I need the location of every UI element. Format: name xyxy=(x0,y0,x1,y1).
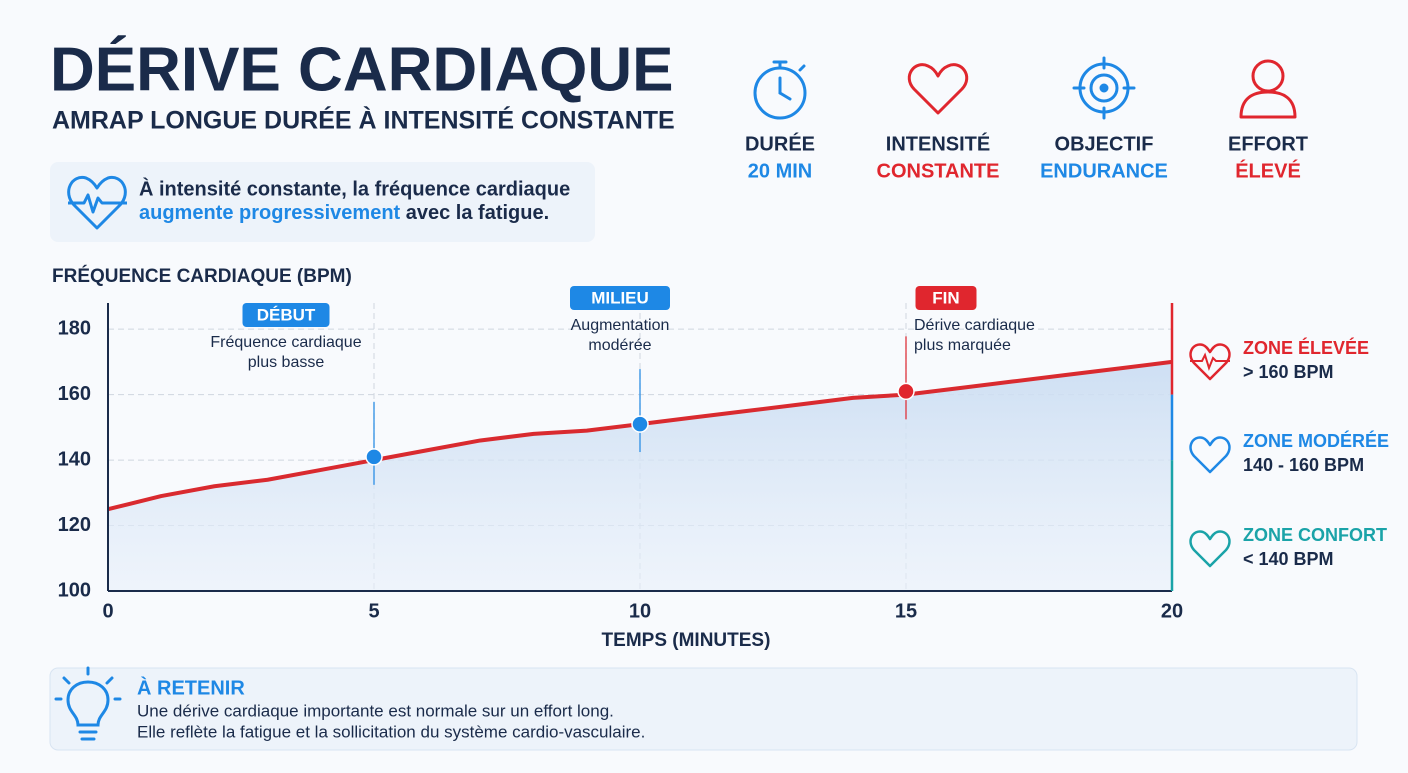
x-axis-title: TEMPS (MINUTES) xyxy=(602,630,771,651)
y-tick-label: 100 xyxy=(58,579,91,601)
stat-value: 20 MIN xyxy=(748,160,812,182)
zone-icon xyxy=(1189,530,1231,568)
footer-box xyxy=(49,667,1358,751)
stat-label: INTENSITÉ xyxy=(886,132,990,155)
zone-name: ZONE MODÉRÉE xyxy=(1243,430,1389,451)
zone-icon-pulse xyxy=(1190,352,1230,372)
y-tick-label: 160 xyxy=(58,383,91,405)
y-tick-label: 180 xyxy=(58,317,91,339)
footer-line: Une dérive cardiaque importante est norm… xyxy=(137,701,614,720)
marker-label: DÉBUT xyxy=(257,305,316,324)
marker-pill xyxy=(570,286,670,310)
y-tick-label: 140 xyxy=(58,448,91,470)
marker-text: Dérive cardiaque xyxy=(914,317,1035,334)
stat-value: CONSTANTE xyxy=(877,160,1000,182)
footer-title: À RETENIR xyxy=(137,676,245,699)
zone-icon xyxy=(1189,436,1231,474)
marker-text: Fréquence cardiaque xyxy=(210,334,361,351)
zone-name: ZONE ÉLEVÉE xyxy=(1243,337,1369,358)
marker-dot xyxy=(631,415,649,433)
info-text-line: augmente progressivement avec la fatigue… xyxy=(139,202,549,224)
info-rest: avec la fatigue. xyxy=(400,202,549,224)
stat-value: ENDURANCE xyxy=(1040,160,1168,182)
zone-range: 140 - 160 BPM xyxy=(1243,455,1364,475)
x-tick-label: 20 xyxy=(1161,600,1183,622)
stats: DURÉE 20 MIN INTENSITÉ CONSTANTE OBJECTIF END… xyxy=(745,132,1308,182)
marker-pill xyxy=(915,286,977,310)
stat-label: OBJECTIF xyxy=(1055,133,1154,155)
stopwatch-icon xyxy=(753,60,807,120)
zone-range: > 160 BPM xyxy=(1243,362,1334,382)
marker-text: plus basse xyxy=(248,354,325,371)
x-tick-label: 10 xyxy=(629,600,651,622)
marker-text: Augmentation xyxy=(571,317,670,334)
bulb-icon xyxy=(54,666,122,741)
zone-icon xyxy=(1189,343,1231,381)
footer-line: Elle reflète la fatigue et la sollicitat… xyxy=(137,722,645,741)
person-icon xyxy=(1239,59,1297,119)
info-box xyxy=(50,162,595,242)
subtitle: AMRAP LONGUE DURÉE À INTENSITÉ CONSTANTE xyxy=(52,106,675,135)
stat-value: ÉLEVÉ xyxy=(1235,159,1301,182)
marker-dot xyxy=(365,448,383,466)
marker-pill xyxy=(242,303,330,327)
y-tick-label: 120 xyxy=(58,514,91,536)
info-text: À intensité constante, la fréquence card… xyxy=(139,177,570,200)
marker-text: modérée xyxy=(588,337,651,354)
marker-text: plus marquée xyxy=(914,337,1011,354)
marker-label: MILIEU xyxy=(591,288,649,307)
info-highlight: augmente progressivement xyxy=(139,202,401,224)
zone-name: ZONE CONFORT xyxy=(1243,525,1387,545)
zone-range: < 140 BPM xyxy=(1243,549,1334,569)
chart: 100 120 140 160 180 0 5 10 15 20 ZONE ÉLEVÉE > 160 … xyxy=(58,286,1389,622)
stat-label: EFFORT xyxy=(1228,133,1308,155)
stat-icons xyxy=(753,56,1297,120)
stat-label: DURÉE xyxy=(745,132,815,155)
marker-dot xyxy=(897,382,915,401)
target-icon xyxy=(1072,56,1136,120)
marker-label: FIN xyxy=(932,288,959,307)
info-icon xyxy=(67,175,127,230)
x-tick-label: 15 xyxy=(895,600,917,622)
y-axis-title: FRÉQUENCE CARDIAQUE (BPM) xyxy=(52,265,352,287)
title: DÉRIVE CARDIAQUE xyxy=(50,35,674,104)
heart-icon xyxy=(907,63,969,115)
x-tick-label: 5 xyxy=(368,600,379,622)
x-tick-label: 0 xyxy=(102,600,113,622)
